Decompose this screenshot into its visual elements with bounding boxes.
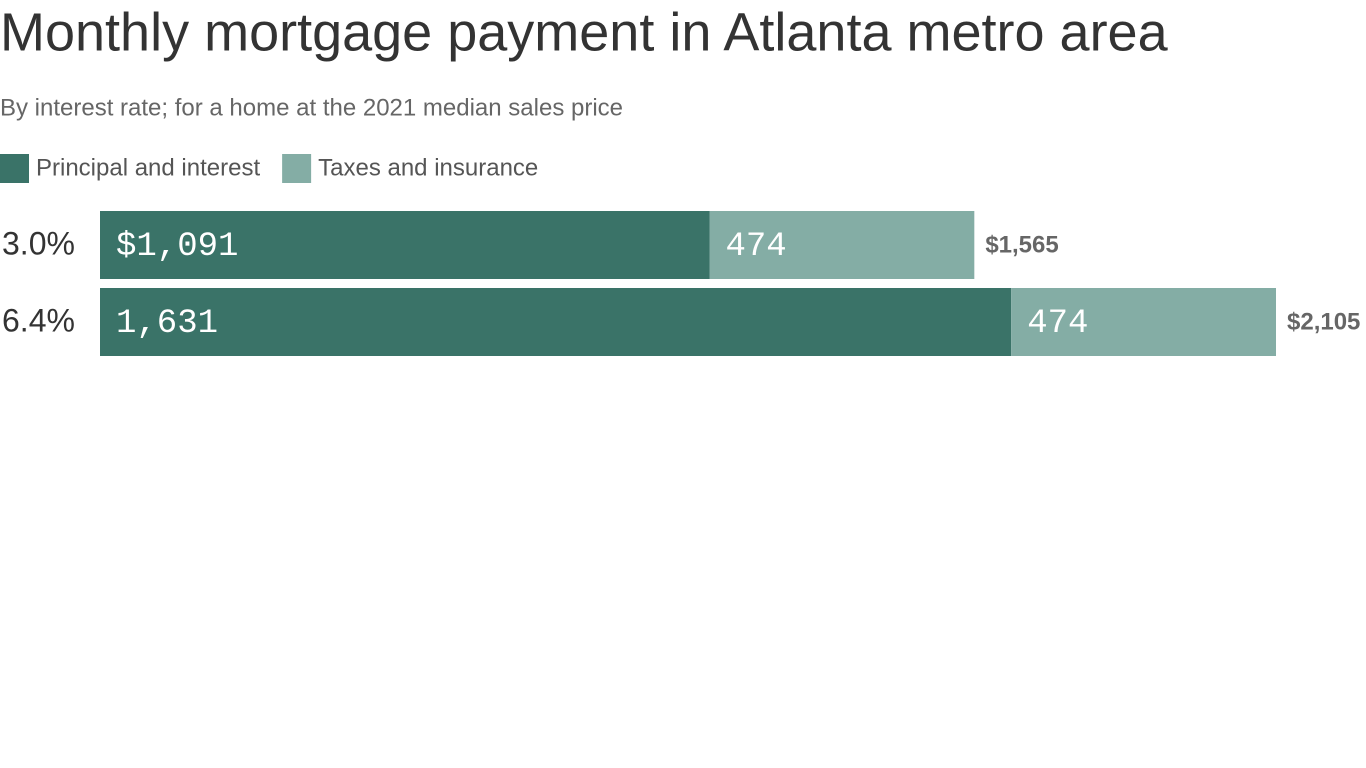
legend-swatch	[0, 154, 29, 183]
bar-segment	[100, 288, 1012, 356]
category-label: 6.4%	[2, 302, 75, 338]
category-label: 3.0%	[2, 225, 75, 261]
chart-title: Monthly mortgage payment in Atlanta metr…	[0, 2, 1169, 62]
legend-swatch	[282, 154, 312, 183]
chart-subtitle: By interest rate; for a home at the 2021…	[0, 94, 623, 121]
legend-label: Principal and interest	[36, 154, 260, 181]
value-label: 474	[1027, 305, 1088, 343]
bar-segment	[100, 211, 710, 279]
legend-label: Taxes and insurance	[318, 154, 538, 181]
total-label: $1,565	[985, 231, 1058, 258]
total-label: $2,105	[1287, 308, 1360, 335]
bar-segment	[709, 211, 975, 279]
value-label: 474	[726, 228, 787, 266]
bar-segment	[1011, 288, 1276, 356]
value-label: 1,631	[116, 305, 218, 343]
value-label: $1,091	[116, 228, 238, 266]
